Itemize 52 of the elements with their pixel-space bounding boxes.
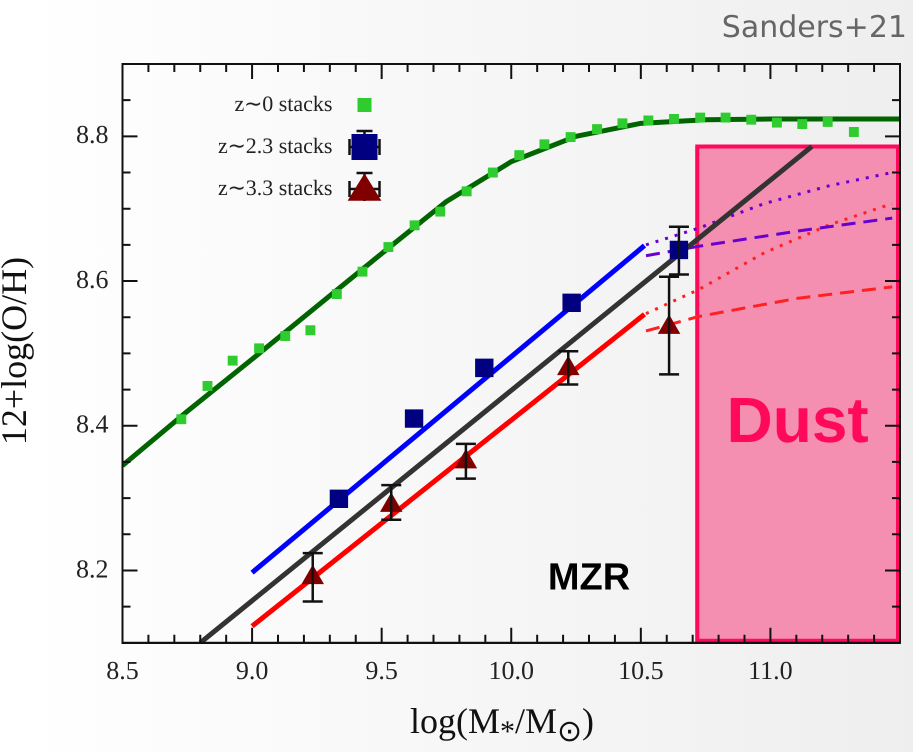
line-series bbox=[644, 285, 894, 332]
point bbox=[720, 112, 731, 122]
annotation: MZR bbox=[548, 556, 630, 599]
point bbox=[695, 112, 706, 122]
legend-label: z∼2.3 stacks bbox=[218, 132, 332, 158]
point bbox=[332, 289, 342, 300]
point bbox=[566, 132, 576, 142]
point bbox=[435, 206, 446, 217]
legend-label: z∼3.3 stacks bbox=[218, 174, 332, 200]
point bbox=[643, 115, 654, 126]
point bbox=[305, 325, 316, 336]
band-label: Dust bbox=[726, 384, 869, 456]
y-tick-label: 8.6 bbox=[76, 264, 108, 294]
point bbox=[202, 381, 212, 391]
point bbox=[669, 114, 679, 124]
point bbox=[488, 168, 498, 178]
x-tick-label: 11.0 bbox=[748, 656, 793, 686]
y-tick-label: 8.2 bbox=[76, 554, 108, 584]
x-tick-label: 8.5 bbox=[106, 656, 139, 686]
line-series bbox=[644, 216, 894, 258]
point bbox=[592, 124, 602, 134]
x-axis-title: log(M$_{*}$/M$_{⊙}$) bbox=[410, 700, 594, 750]
point bbox=[462, 186, 472, 196]
x-tick-label: 10.5 bbox=[618, 656, 664, 686]
point bbox=[280, 331, 290, 341]
point bbox=[822, 116, 833, 127]
point bbox=[562, 294, 581, 312]
point bbox=[176, 414, 186, 424]
point bbox=[848, 127, 859, 137]
x-tick-label: 9.5 bbox=[365, 656, 398, 686]
x-tick-label: 10.0 bbox=[488, 656, 534, 686]
point bbox=[539, 139, 550, 150]
point bbox=[330, 490, 348, 508]
legend-label: z∼0 stacks bbox=[234, 90, 332, 116]
point bbox=[404, 409, 424, 428]
point bbox=[772, 118, 782, 128]
line-series bbox=[644, 202, 894, 316]
point bbox=[254, 343, 264, 354]
point bbox=[383, 242, 394, 252]
y-tick-label: 8.8 bbox=[76, 120, 108, 150]
point bbox=[358, 266, 368, 277]
y-tick-label: 8.4 bbox=[76, 410, 108, 439]
point bbox=[475, 358, 494, 378]
text: Sanders+21 bbox=[722, 10, 907, 45]
point bbox=[797, 119, 808, 129]
point bbox=[410, 220, 420, 230]
point bbox=[617, 118, 628, 128]
x-tick-label: 9.0 bbox=[236, 656, 268, 686]
point bbox=[746, 114, 756, 125]
y-axis-title: 12+log(O/H) bbox=[0, 256, 36, 446]
point bbox=[514, 150, 524, 160]
point bbox=[228, 356, 238, 366]
